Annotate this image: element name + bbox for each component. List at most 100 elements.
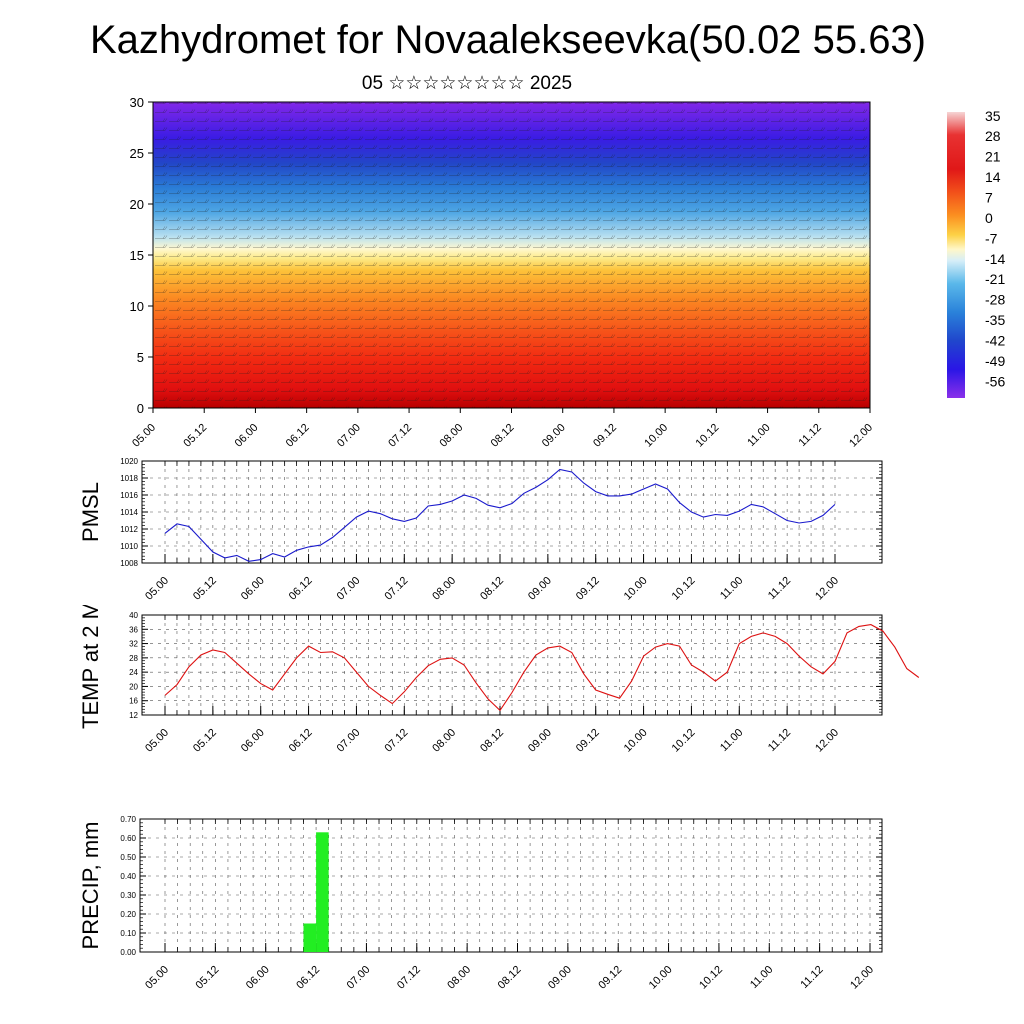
pmsl-x-tick-label: 07.00: [335, 575, 363, 603]
precip-y-tick-label: 0.30: [120, 891, 136, 900]
colorbar-label: -7: [985, 230, 998, 246]
cs-y-tick-label: 20: [130, 197, 144, 212]
page-title: Kazhydromet for Novaalekseevka(50.02 55.…: [89, 18, 926, 62]
cs-x-tick-label: 12.00: [847, 422, 875, 450]
precip-x-tick-label: 09.00: [546, 964, 574, 992]
temp-x-tick-label: 06.00: [239, 727, 267, 755]
colorbar-label: -14: [985, 251, 1005, 267]
pmsl-y-tick-label: 1018: [120, 474, 138, 483]
temp-y-tick-label: 28: [129, 654, 138, 663]
cs-x-tick-label: 09.00: [540, 422, 568, 450]
temp-series-line: [164, 624, 920, 712]
precip-y-axis-title: PRECIP, mm: [78, 822, 103, 950]
precip-y-tick-label: 0.70: [120, 815, 136, 824]
cs-x-tick-label: 11.12: [797, 422, 824, 449]
pmsl-x-tick-label: 08.12: [478, 575, 506, 603]
cs-x-tick-label: 08.00: [437, 422, 465, 450]
precip-x-tick-label: 11.00: [748, 964, 775, 991]
precip-x-tick-label: 08.12: [496, 964, 524, 992]
precip-x-tick-label: 09.12: [596, 964, 624, 992]
precip-y-tick-label: 0.40: [120, 872, 136, 881]
cs-x-tick-label: 05.00: [130, 422, 158, 450]
temp-y-axis-title: TEMP at 2 M: [78, 605, 103, 729]
temp-x-tick-label: 07.12: [382, 727, 410, 755]
precip-x-tick-label: 12.00: [848, 964, 876, 992]
temp-y-tick-label: 36: [129, 625, 138, 634]
cs-x-tick-label: 10.12: [694, 422, 722, 450]
temp-y-tick-label: 12: [129, 711, 138, 720]
pmsl-chart: 1008 1010 1012 1014 1016 1018 1020 05.00 05.12 06…: [78, 457, 883, 603]
precip-chart: 0.00 0.10 0.20 0.30 0.40 0.50 0.60 0.70 05.00 05.…: [78, 815, 883, 992]
pmsl-x-tick-label: 06.12: [287, 575, 315, 603]
temp-y-tick-label: 40: [129, 611, 138, 620]
precip-x-tick-label: 10.00: [647, 964, 675, 992]
cross-section-chart: 0 5 10 15 20 25 30 05.00 05.12 06.00 06.12 07.00 07.…: [130, 95, 1006, 450]
precip-x-tick-label: 06.12: [294, 964, 322, 992]
pmsl-x-tick-label: 10.00: [622, 575, 650, 603]
cs-x-tick-label: 09.12: [591, 422, 619, 450]
temp-x-tick-label: 11.12: [766, 727, 793, 754]
temp-x-tick-label: 05.12: [191, 727, 219, 755]
cs-y-tick-label: 25: [130, 146, 144, 161]
temp-y-tick-label: 16: [129, 697, 138, 706]
precip-y-tick-label: 0.60: [120, 834, 136, 843]
temp-x-tick-label: 08.00: [430, 727, 458, 755]
pmsl-x-tick-label: 11.00: [718, 575, 745, 602]
pmsl-x-tick-label: 09.00: [526, 575, 554, 603]
temp-y-tick-label: 24: [129, 668, 138, 677]
precip-bar-1: [316, 832, 329, 952]
temp-x-tick-label: 06.12: [287, 727, 315, 755]
colorbar-label: 7: [985, 189, 993, 205]
cs-x-tick-label: 06.12: [284, 422, 312, 450]
pmsl-y-tick-label: 1010: [120, 542, 138, 551]
colorbar-label: 14: [985, 169, 1001, 185]
colorbar-label: -49: [985, 353, 1005, 369]
colorbar-label: 28: [985, 128, 1001, 144]
colorbar-label: -28: [985, 292, 1005, 308]
colorbar-label: 35: [985, 108, 1001, 124]
cs-x-tick-label: 07.00: [335, 422, 363, 450]
temp-x-tick-label: 10.00: [622, 727, 650, 755]
colorbar-label: -35: [985, 312, 1005, 328]
colorbar: [947, 112, 965, 398]
pmsl-y-tick-label: 1012: [120, 525, 138, 534]
pmsl-x-tick-label: 09.12: [574, 575, 602, 603]
cs-x-tick-label: 11.00: [745, 422, 772, 449]
cs-y-tick-label: 0: [137, 401, 144, 416]
temp-x-tick-label: 05.00: [143, 727, 171, 755]
precip-x-tick-label: 07.12: [395, 964, 423, 992]
cs-y-tick-label: 30: [130, 95, 144, 110]
precip-x-tick-label: 10.12: [697, 964, 725, 992]
temp-x-tick-label: 09.00: [526, 727, 554, 755]
pmsl-x-tick-label: 10.12: [670, 575, 698, 603]
cs-x-tick-label: 10.00: [642, 422, 670, 450]
pmsl-x-tick-label: 05.12: [191, 575, 219, 603]
precip-x-tick-label: 11.12: [798, 964, 825, 991]
precip-x-tick-label: 05.12: [194, 964, 222, 992]
colorbar-label: 21: [985, 149, 1001, 165]
precip-y-tick-label: 0.00: [120, 948, 136, 957]
precip-y-tick-label: 0.20: [120, 910, 136, 919]
colorbar-label: -56: [985, 373, 1005, 389]
precip-x-tick-label: 06.00: [244, 964, 272, 992]
temp-y-tick-label: 20: [129, 682, 138, 691]
page-subtitle: 05 ☆☆☆☆☆☆☆☆ 2025: [361, 73, 573, 94]
colorbar-label: 0: [985, 210, 993, 226]
temp-x-tick-label: 10.12: [670, 727, 698, 755]
pmsl-x-tick-label: 12.00: [813, 575, 841, 603]
colorbar-label: -42: [985, 332, 1005, 348]
pmsl-x-tick-label: 05.00: [143, 575, 171, 603]
cs-x-tick-label: 06.00: [233, 422, 261, 450]
temp-x-tick-label: 07.00: [335, 727, 363, 755]
cs-y-tick-label: 10: [130, 299, 144, 314]
precip-bar-0: [303, 923, 317, 952]
pmsl-x-tick-label: 11.12: [766, 575, 793, 602]
pmsl-x-tick-label: 06.00: [239, 575, 267, 603]
temp-x-tick-label: 11.00: [718, 727, 745, 754]
cs-x-tick-label: 05.12: [181, 422, 209, 450]
cs-x-tick-label: 07.12: [386, 422, 414, 450]
pmsl-y-tick-label: 1008: [120, 559, 138, 568]
pmsl-series-line: [164, 468, 836, 562]
precip-y-tick-label: 0.50: [120, 853, 136, 862]
